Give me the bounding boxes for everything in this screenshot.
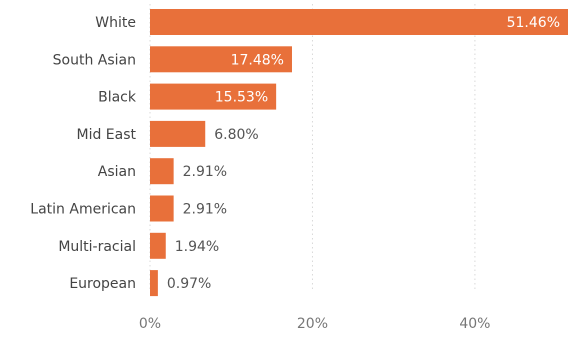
category-label: Latin American (30, 202, 136, 218)
bar[interactable] (150, 9, 568, 35)
category-label: White (95, 15, 136, 31)
bar[interactable] (150, 120, 206, 147)
bars (150, 9, 568, 297)
data-label: 1.94% (175, 239, 219, 255)
category-label: European (69, 276, 136, 292)
bar[interactable] (150, 46, 292, 73)
data-label: 17.48% (231, 52, 284, 68)
bar[interactable] (150, 83, 277, 110)
x-tick-label: 40% (459, 316, 490, 332)
data-label: 6.80% (214, 127, 258, 143)
data-label: 15.53% (215, 90, 268, 106)
bar[interactable] (150, 195, 174, 222)
data-label: 2.91% (183, 164, 227, 180)
category-label: Asian (98, 164, 136, 180)
data-label: 2.91% (183, 202, 227, 218)
data-label: 51.46% (507, 15, 560, 31)
bar[interactable] (150, 270, 158, 297)
category-label: South Asian (53, 52, 136, 68)
x-axis-ticks: 0% 20% 40% (139, 316, 491, 332)
category-labels: White South Asian Black Mid East Asian Latin … (30, 15, 137, 292)
category-label: Multi-racial (58, 239, 136, 255)
x-tick-label: 0% (139, 316, 161, 332)
bar[interactable] (150, 158, 174, 185)
x-tick-label: 20% (297, 316, 328, 332)
bar[interactable] (150, 232, 166, 259)
category-label: Mid East (76, 127, 136, 143)
category-label: Black (98, 90, 137, 106)
value-labels: 51.46% 17.48% 15.53% 6.80% 2.91% 2.91% 1.94% 0.… (167, 15, 560, 292)
data-label: 0.97% (167, 276, 211, 292)
